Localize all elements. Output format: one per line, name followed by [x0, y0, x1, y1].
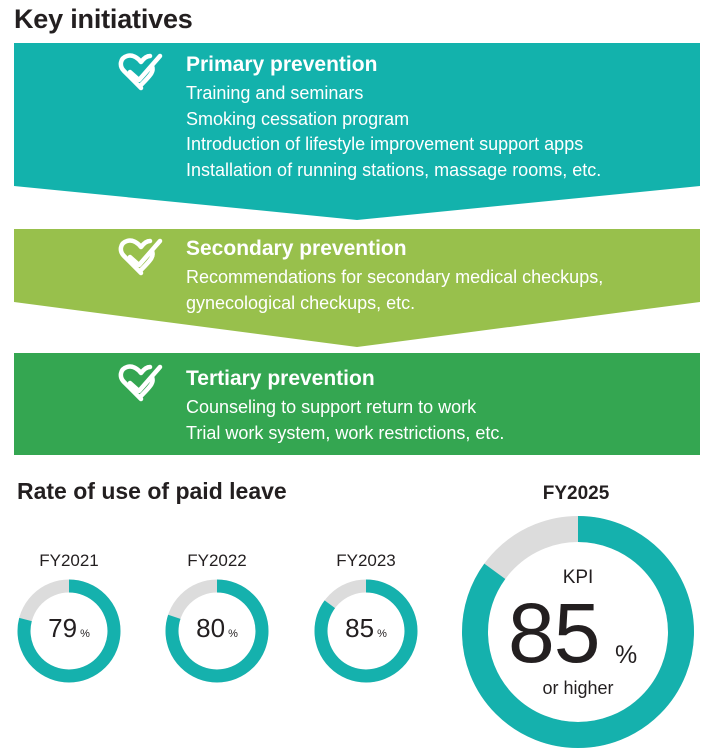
primary-prevention-band: Primary prevention Training and seminars… — [14, 43, 700, 220]
secondary-band-shape — [14, 229, 700, 347]
fy2021-label: FY2021 — [39, 551, 99, 570]
fy2023-value-number: 85 — [345, 613, 375, 643]
secondary-item-checkups: Recommendations for secondary medical ch… — [186, 267, 604, 287]
primary-item-running: Installation of running stations, massag… — [186, 159, 602, 180]
kpi-note: or higher — [542, 678, 614, 698]
primary-band-shape — [14, 43, 700, 220]
fy2022-donut — [165, 579, 269, 683]
fy2022-donut-arc — [165, 579, 269, 683]
fy2025-donut-arc — [462, 516, 694, 748]
fy2025-label: FY2025 — [542, 483, 610, 504]
fy2023-value: 85% — [311, 613, 421, 644]
fy2025-kpi-donut — [462, 516, 694, 748]
heart-check-icon — [118, 238, 163, 276]
primary-prevention-heading: Primary prevention — [186, 53, 378, 76]
kpi-unit: % — [615, 641, 638, 669]
heart-check-icon — [118, 364, 163, 402]
fy2023-donut-arc — [314, 579, 418, 683]
fy2021-donut-arc — [17, 579, 121, 683]
kpi-label: KPI — [562, 567, 594, 588]
tertiary-prevention-heading: Tertiary prevention — [186, 367, 375, 390]
fy2021-donut — [17, 579, 121, 683]
secondary-prevention-heading: Secondary prevention — [186, 237, 407, 260]
fy2022-value-number: 80 — [196, 613, 226, 643]
paid-leave-title: Rate of use of paid leave — [17, 478, 287, 504]
page-title: Key initiatives — [14, 4, 193, 34]
tertiary-item-counseling: Counseling to support return to work — [186, 397, 477, 417]
fy2023-label: FY2023 — [336, 551, 396, 570]
fy2021-value-unit: % — [80, 628, 90, 640]
fy2022-label: FY2022 — [187, 551, 247, 570]
primary-item-training: Training and seminars — [186, 83, 364, 103]
fy2022-value-unit: % — [228, 628, 238, 640]
tertiary-item-trial-work: Trial work system, work restrictions, et… — [186, 422, 505, 443]
tertiary-band-shape — [14, 353, 700, 455]
kpi-value: 85 — [508, 586, 600, 680]
secondary-item-gynecological: gynecological checkups, etc. — [186, 292, 416, 313]
tertiary-prevention-band: Tertiary prevention Counseling to suppor… — [14, 353, 700, 455]
secondary-prevention-band: Secondary prevention Recommendations for… — [14, 229, 700, 347]
fy2022-value: 80% — [162, 613, 272, 644]
primary-item-apps: Introduction of lifestyle improvement su… — [186, 134, 584, 154]
fy2021-value: 79% — [14, 613, 124, 644]
fy2023-donut — [314, 579, 418, 683]
fy2021-value-number: 79 — [48, 613, 78, 643]
fy2023-value-unit: % — [377, 628, 387, 640]
heart-check-icon — [118, 53, 163, 91]
primary-item-smoking: Smoking cessation program — [186, 108, 410, 129]
